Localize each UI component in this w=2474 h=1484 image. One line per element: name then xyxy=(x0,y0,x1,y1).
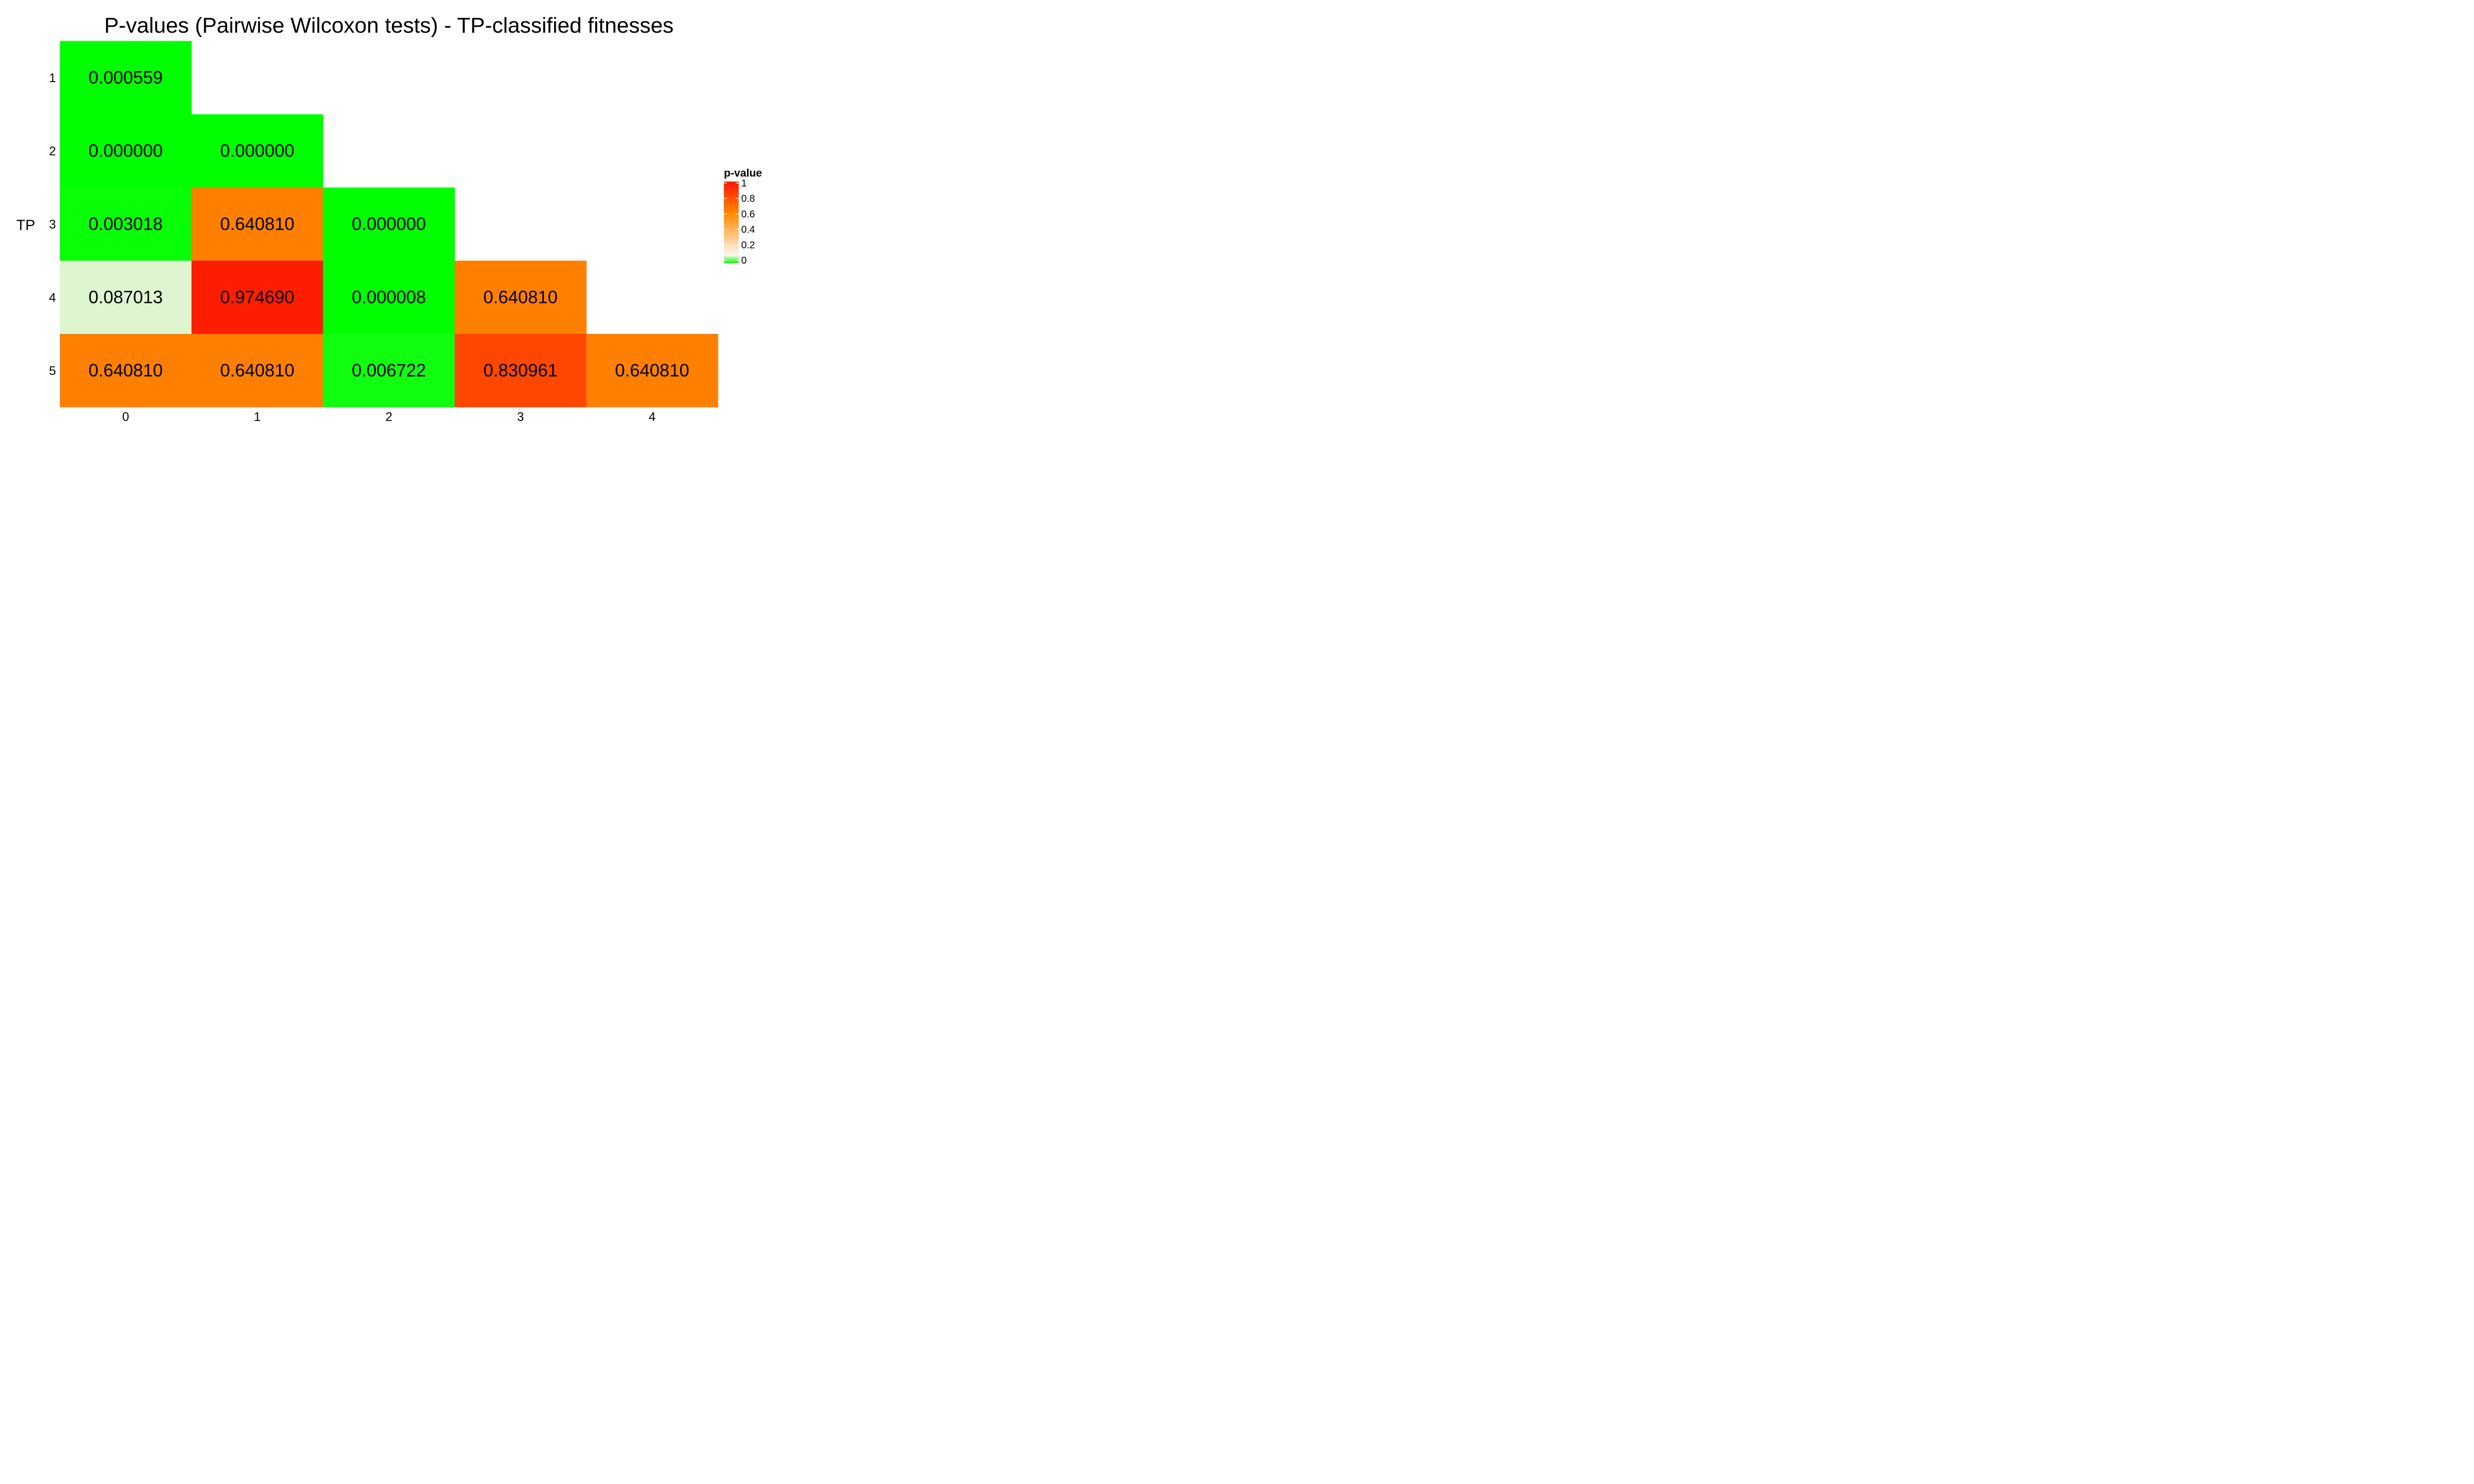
cell-value-label: 0.000000 xyxy=(352,214,426,234)
heatmap-cell xyxy=(455,334,587,408)
chart-title: P-values (Pairwise Wilcoxon tests) - TP-… xyxy=(104,13,674,38)
heatmap-cell xyxy=(586,334,718,408)
x-axis-ticks: 0 1 2 3 4 xyxy=(122,410,656,424)
cell-value-label: 0.000008 xyxy=(352,287,426,307)
cell-value-label: 0.087013 xyxy=(89,287,163,307)
legend-ticks: 0 0.2 0.4 0.6 0.8 1 xyxy=(724,178,755,266)
y-tick-label: 1 xyxy=(49,71,56,85)
heatmap-cell xyxy=(60,114,192,188)
cell-value-label: 0.830961 xyxy=(483,360,558,380)
y-tick-label: 2 xyxy=(49,144,56,158)
heatmap-cell xyxy=(191,261,324,334)
cell-value-label: 0.000000 xyxy=(220,140,294,161)
x-tick-label: 0 xyxy=(122,410,129,424)
cell-value-label: 0.640810 xyxy=(220,214,294,234)
heatmap-cell xyxy=(60,334,192,408)
color-legend: p-value 0 0.2 0.4 0.6 0.8 1 xyxy=(724,167,762,266)
y-tick-label: 4 xyxy=(49,291,56,305)
x-tick-label: 3 xyxy=(517,410,524,424)
heatmap-cell xyxy=(455,261,587,334)
heatmap-cell xyxy=(60,41,192,115)
legend-colorbar xyxy=(724,182,739,263)
heatmap-cell xyxy=(323,334,455,408)
cell-value-label: 0.974690 xyxy=(220,287,294,307)
x-tick-label: 2 xyxy=(385,410,392,424)
legend-tick-label: 0 xyxy=(741,255,747,266)
legend-tick-label: 1 xyxy=(741,178,747,189)
heatmap-cell xyxy=(191,334,324,408)
heatmap-chart: P-values (Pairwise Wilcoxon tests) - TP-… xyxy=(16,13,762,424)
y-tick-label: 5 xyxy=(49,364,56,378)
heatmap-cell-labels: 0.000559 0.000000 0.000000 0.003018 0.640810… xyxy=(89,67,689,380)
y-axis-ticks: 1 2 3 4 5 xyxy=(49,71,56,378)
legend-tick-label: 0.2 xyxy=(741,240,755,251)
heatmap-cell xyxy=(191,114,324,188)
heatmap-cell xyxy=(60,187,192,261)
cell-value-label: 0.000559 xyxy=(89,67,163,88)
heatmap-cell xyxy=(191,187,324,261)
legend-title: p-value xyxy=(724,167,762,179)
cell-value-label: 0.640810 xyxy=(220,360,294,380)
cell-value-label: 0.640810 xyxy=(483,287,558,307)
y-axis-label: TP xyxy=(16,217,35,233)
legend-tick-label: 0.8 xyxy=(741,193,755,204)
cell-value-label: 0.640810 xyxy=(89,360,163,380)
heatmap-cell xyxy=(60,261,192,334)
x-tick-label: 4 xyxy=(649,410,656,424)
cell-value-label: 0.640810 xyxy=(615,360,689,380)
legend-tick-label: 0.4 xyxy=(741,225,755,235)
y-tick-label: 3 xyxy=(49,218,56,232)
heatmap-cell xyxy=(323,261,455,334)
cell-value-label: 0.000000 xyxy=(89,140,163,161)
cell-value-label: 0.006722 xyxy=(352,360,426,380)
legend-tick-label: 0.6 xyxy=(741,209,755,220)
x-tick-label: 1 xyxy=(254,410,261,424)
heatmap-cells xyxy=(60,41,718,408)
heatmap-cell xyxy=(323,187,455,261)
cell-value-label: 0.003018 xyxy=(89,214,163,234)
